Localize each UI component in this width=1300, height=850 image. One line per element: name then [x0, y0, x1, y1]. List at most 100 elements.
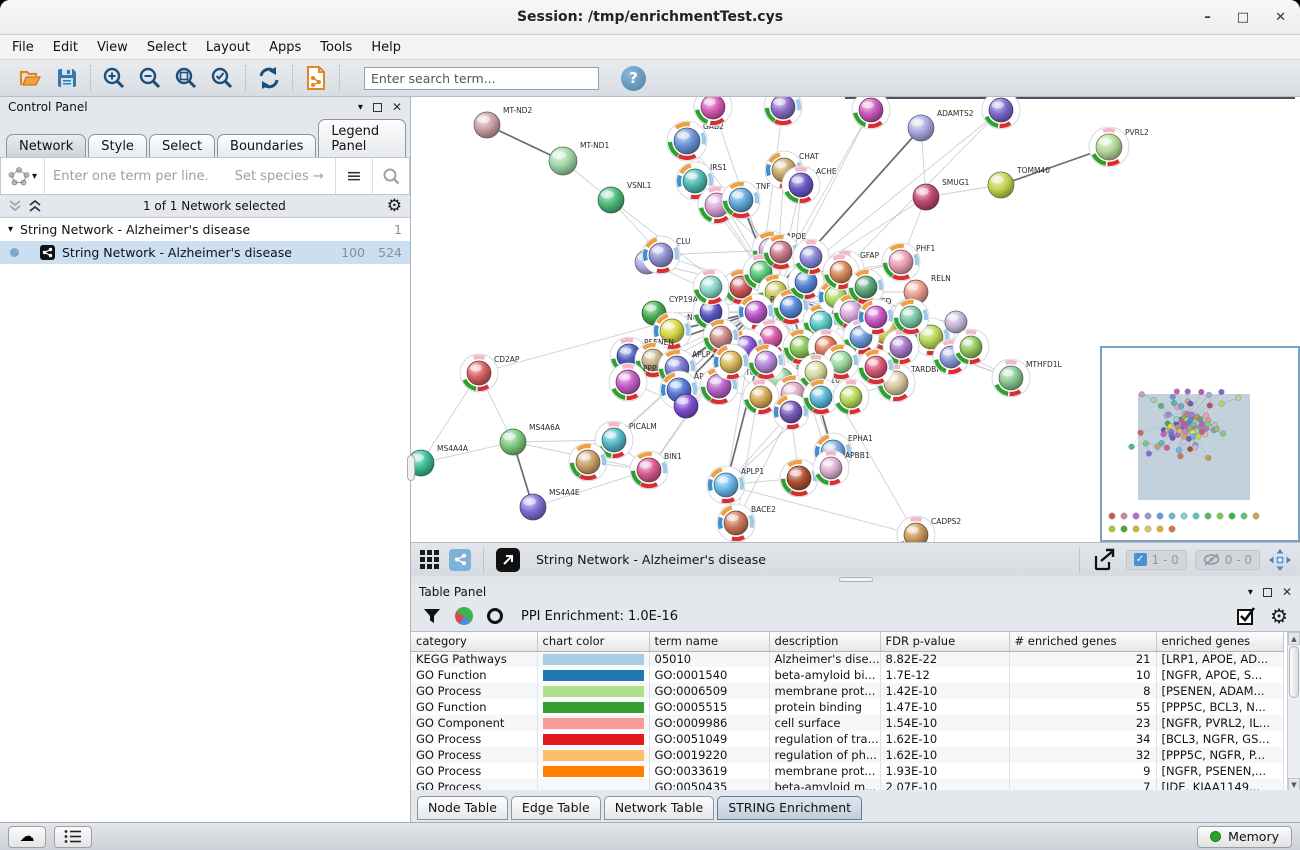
menu-item-edit[interactable]: Edit	[52, 39, 78, 55]
network-node-mt-nd2[interactable]: MT-ND2	[473, 106, 532, 139]
detach-view-icon[interactable]	[496, 547, 520, 572]
tab-style[interactable]: Style	[88, 134, 147, 157]
help-icon[interactable]: ?	[621, 65, 646, 91]
enrichment-settings-gear-icon[interactable]: ⚙	[1270, 604, 1288, 628]
string-options-icon[interactable]: ≡	[335, 158, 372, 194]
network-node-vsnl1[interactable]: VSNL1	[597, 181, 652, 214]
maximize-button[interactable]: □	[1236, 10, 1250, 25]
network-node-ache[interactable]: ACHE	[781, 165, 837, 205]
table-row[interactable]: GO Process GO:0051049 regulation of tra...…	[411, 731, 1284, 747]
network-node-aplp1[interactable]: APLP1	[706, 465, 764, 505]
string-search-icon[interactable]	[372, 158, 409, 194]
birds-eye-view[interactable]	[1100, 346, 1300, 542]
network-node[interactable]	[762, 233, 800, 271]
selected-checkbox-icon[interactable]: ✓	[1133, 553, 1147, 566]
network-view[interactable]: MT-ND2 MT-ND1 VSNL1 GAB2 ADAMTS2 PVRL2 TOMM40 S…	[411, 97, 1300, 542]
enrichment-chart-icon[interactable]	[455, 607, 473, 625]
network-node[interactable]	[792, 238, 830, 276]
network-node-pvrl2[interactable]: PVRL2	[1088, 126, 1149, 168]
string-protocol-selector[interactable]: ▾	[1, 158, 45, 194]
table-row[interactable]: GO Function GO:0001540 beta-amyloid bi... 1…	[411, 667, 1284, 683]
enrichment-ring-icon[interactable]	[487, 608, 503, 624]
export-view-icon[interactable]	[1092, 548, 1118, 572]
table-panel-undock-icon[interactable]	[1262, 587, 1272, 597]
network-canvas[interactable]: MT-ND2 MT-ND1 VSNL1 GAB2 ADAMTS2 PVRL2 TOMM40 S…	[411, 97, 1296, 542]
network-node-mthfd1l[interactable]: MTHFD1L	[991, 358, 1063, 398]
table-panel-float-icon[interactable]: ▾	[1247, 586, 1253, 598]
network-node-tnf[interactable]: TNF	[721, 180, 771, 220]
set-species-label[interactable]: Set species →	[234, 168, 324, 184]
tab-select[interactable]: Select	[148, 134, 216, 157]
table-row[interactable]: GO Process GO:0050435 beta-amyloid m... 2.0…	[411, 779, 1284, 790]
memory-button[interactable]: Memory	[1197, 825, 1292, 848]
search-input[interactable]	[364, 66, 599, 90]
menu-item-layout[interactable]: Layout	[205, 39, 251, 55]
network-node[interactable]	[981, 97, 1021, 130]
collection-expand-icon[interactable]: ▾	[8, 224, 14, 235]
network-node-ppp5c[interactable]: PPP5C	[608, 362, 667, 402]
select-terms-icon[interactable]	[1236, 606, 1256, 626]
column-header-chart-color[interactable]: chart color	[537, 632, 650, 652]
tab-network[interactable]: Network	[6, 134, 87, 157]
open-session-icon[interactable]	[18, 65, 44, 91]
network-node-picalm[interactable]: PICALM	[594, 420, 657, 460]
column-header-description[interactable]: description	[769, 632, 881, 652]
network-node[interactable]	[892, 298, 930, 336]
network-node-tomm40[interactable]: TOMM40	[987, 166, 1050, 199]
refresh-icon[interactable]	[256, 65, 282, 91]
network-node-cadps2[interactable]: CADPS2	[896, 515, 961, 542]
network-node-ms4a4a[interactable]: MS4A4A	[411, 444, 469, 477]
panel-close-icon[interactable]: ✕	[391, 100, 402, 114]
menu-item-apps[interactable]: Apps	[269, 39, 302, 55]
network-node[interactable]	[857, 298, 895, 336]
table-row[interactable]: GO Process GO:0019220 regulation of ph... 1…	[411, 747, 1284, 763]
menu-item-tools[interactable]: Tools	[320, 39, 353, 55]
save-session-icon[interactable]	[54, 65, 80, 91]
table-row[interactable]: KEGG Pathways 05010 Alzheimer's dise... 8.8…	[411, 651, 1284, 667]
network-node-mt-nd1[interactable]: MT-ND1	[548, 141, 609, 176]
network-node-clu[interactable]: CLU	[641, 235, 691, 275]
network-row[interactable]: String Network - Alzheimer's disease 100…	[0, 241, 410, 264]
expand-all-icon[interactable]	[28, 199, 42, 213]
tab-string-enrichment[interactable]: STRING Enrichment	[717, 796, 863, 820]
scrollbar-thumb[interactable]	[1289, 646, 1299, 698]
task-history-button[interactable]	[54, 825, 92, 848]
network-node-smug1[interactable]: SMUG1	[912, 178, 970, 211]
network-node-bin1[interactable]: BIN1	[629, 450, 682, 490]
column-header-term-name[interactable]: term name	[649, 632, 770, 652]
tab-legend-panel[interactable]: Legend Panel	[318, 119, 406, 157]
network-node[interactable]	[952, 328, 990, 366]
tab-network-table[interactable]: Network Table	[603, 796, 715, 820]
network-node[interactable]	[832, 378, 870, 416]
network-node[interactable]	[944, 310, 968, 334]
welcome-screen-button[interactable]: ☁	[8, 825, 46, 848]
network-node[interactable]	[712, 343, 750, 381]
import-network-icon[interactable]	[303, 65, 329, 91]
zoom-in-icon[interactable]	[101, 65, 127, 91]
column-header--enriched-genes[interactable]: # enriched genes	[1009, 632, 1157, 652]
grid-view-icon[interactable]	[419, 549, 441, 571]
table-scrollbar[interactable]: ▲ ▼	[1287, 632, 1300, 790]
table-row[interactable]: GO Process GO:0033619 membrane prot... 1.93…	[411, 763, 1284, 779]
network-options-gear-icon[interactable]: ⚙	[386, 195, 402, 216]
close-button[interactable]: ✕	[1275, 10, 1286, 25]
network-node-ms4a6a[interactable]: MS4A6A	[499, 423, 561, 456]
scroll-down-icon[interactable]: ▼	[1288, 778, 1300, 790]
collapse-all-icon[interactable]	[8, 199, 22, 213]
network-node-irs1[interactable]: IRS1	[675, 161, 727, 201]
network-node-ms4a4e[interactable]: MS4A4E	[519, 488, 580, 521]
column-header-category[interactable]: category	[411, 632, 538, 652]
zoom-selected-icon[interactable]	[209, 65, 235, 91]
network-node-adamts2[interactable]: ADAMTS2	[907, 109, 974, 142]
panel-splitter-handle[interactable]	[407, 455, 415, 481]
zoom-out-icon[interactable]	[137, 65, 163, 91]
table-panel-close-icon[interactable]: ✕	[1281, 585, 1292, 599]
menu-item-file[interactable]: File	[12, 39, 34, 55]
network-node-apbb1[interactable]: APBB1	[812, 449, 870, 487]
network-node[interactable]	[568, 442, 608, 482]
tab-node-table[interactable]: Node Table	[417, 796, 508, 820]
network-node[interactable]	[763, 97, 803, 127]
network-node[interactable]	[692, 268, 730, 306]
pan-navigate-icon[interactable]	[1268, 548, 1292, 572]
tab-edge-table[interactable]: Edge Table	[510, 796, 601, 820]
